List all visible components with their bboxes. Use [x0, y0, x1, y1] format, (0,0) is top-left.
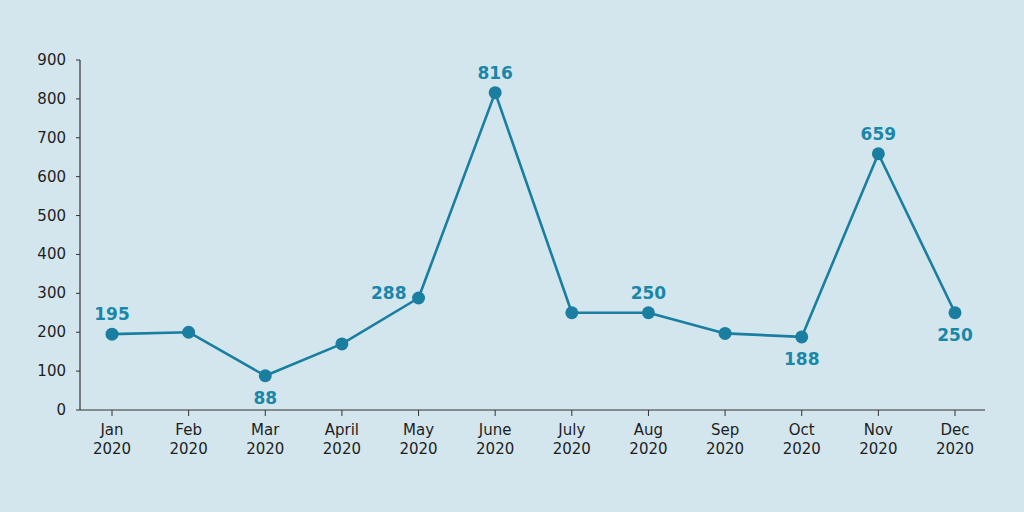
series-line: [112, 93, 955, 376]
y-tick-label: 100: [37, 362, 66, 380]
x-tick-label-line: Nov: [864, 421, 893, 439]
data-label: 659: [861, 124, 897, 144]
point-marker: [949, 306, 962, 319]
x-tick-label-line: 2020: [246, 440, 284, 458]
x-tick-label: Mar2020: [246, 421, 284, 458]
y-tick: [76, 215, 80, 216]
point-marker: [642, 306, 655, 319]
x-tick-label: Dec2020: [936, 421, 974, 458]
x-tick: [341, 410, 342, 416]
y-tick: [76, 410, 80, 411]
x-tick: [418, 410, 419, 416]
background: [0, 0, 1024, 512]
x-tick-label-line: July: [557, 421, 585, 439]
y-tick: [76, 98, 80, 99]
data-label: 195: [94, 304, 130, 324]
y-tick-label: 0: [56, 401, 66, 419]
point-marker: [412, 292, 425, 305]
y-tick: [76, 60, 80, 61]
x-tick-label-line: Jan: [99, 421, 123, 439]
y-axis-line: [79, 60, 80, 410]
y-tick: [76, 371, 80, 372]
x-axis-line: [80, 409, 985, 410]
x-tick-label-line: 2020: [629, 440, 667, 458]
y-tick-label: 300: [37, 284, 66, 302]
x-tick-label: Jan2020: [93, 421, 131, 458]
point-marker: [182, 326, 195, 339]
point-marker: [795, 330, 808, 343]
x-tick-label-line: 2020: [936, 440, 974, 458]
x-tick-label-line: Aug: [634, 421, 663, 439]
x-tick-label-line: 2020: [399, 440, 437, 458]
x-tick-label: Oct2020: [783, 421, 821, 458]
data-label: 188: [784, 349, 820, 369]
data-label: 88: [253, 388, 277, 408]
x-tick-label-line: Feb: [175, 421, 202, 439]
x-tick-label-line: 2020: [553, 440, 591, 458]
x-tick-label-line: 2020: [859, 440, 897, 458]
x-tick-label-line: 2020: [476, 440, 514, 458]
y-tick-label: 900: [37, 51, 66, 69]
x-tick-label-line: Mar: [251, 421, 280, 439]
data-label: 250: [631, 283, 667, 303]
x-tick: [648, 410, 649, 416]
point-marker: [489, 86, 502, 99]
x-tick-label: July2020: [553, 421, 591, 458]
x-tick: [188, 410, 189, 416]
series-group: [106, 86, 962, 382]
x-tick-label-line: 2020: [323, 440, 361, 458]
data-label: 288: [371, 283, 407, 303]
x-tick-label: Nov2020: [859, 421, 897, 458]
x-tick: [265, 410, 266, 416]
point-marker: [565, 306, 578, 319]
x-tick-label: May2020: [399, 421, 437, 458]
point-marker: [259, 369, 272, 382]
chart: 0100200300400500600700800900Jan2020Feb20…: [0, 0, 1024, 512]
x-tick-label-line: 2020: [706, 440, 744, 458]
x-tick: [878, 410, 879, 416]
y-tick: [76, 254, 80, 255]
y-tick-label: 500: [37, 207, 66, 225]
y-tick: [76, 332, 80, 333]
y-tick-label: 700: [37, 129, 66, 147]
x-tick: [571, 410, 572, 416]
x-tick-label-line: 2020: [93, 440, 131, 458]
point-marker: [106, 328, 119, 341]
x-tick: [495, 410, 496, 416]
x-tick: [725, 410, 726, 416]
y-tick-label: 600: [37, 168, 66, 186]
x-tick-label-line: Sep: [711, 421, 739, 439]
point-marker: [872, 147, 885, 160]
x-tick: [801, 410, 802, 416]
x-tick-label-line: May: [403, 421, 434, 439]
x-tick-label-line: June: [478, 421, 512, 439]
y-tick-label: 200: [37, 323, 66, 341]
x-tick-label-line: Oct: [789, 421, 815, 439]
point-marker: [719, 327, 732, 340]
x-tick-label: Sep2020: [706, 421, 744, 458]
x-tick: [955, 410, 956, 416]
x-tick-label-line: 2020: [170, 440, 208, 458]
x-tick: [112, 410, 113, 416]
x-tick-label: April2020: [323, 421, 361, 458]
y-tick: [76, 137, 80, 138]
data-label: 250: [937, 325, 973, 345]
y-tick: [76, 293, 80, 294]
x-tick-label-line: April: [325, 421, 359, 439]
x-tick-label: Aug2020: [629, 421, 667, 458]
y-tick: [76, 176, 80, 177]
x-tick-label-line: 2020: [783, 440, 821, 458]
x-tick-label: June2020: [476, 421, 514, 458]
x-tick-label: Feb2020: [170, 421, 208, 458]
point-marker: [335, 337, 348, 350]
data-label: 816: [477, 63, 513, 83]
y-tick-label: 800: [37, 90, 66, 108]
y-tick-label: 400: [37, 245, 66, 263]
x-tick-label-line: Dec: [940, 421, 969, 439]
